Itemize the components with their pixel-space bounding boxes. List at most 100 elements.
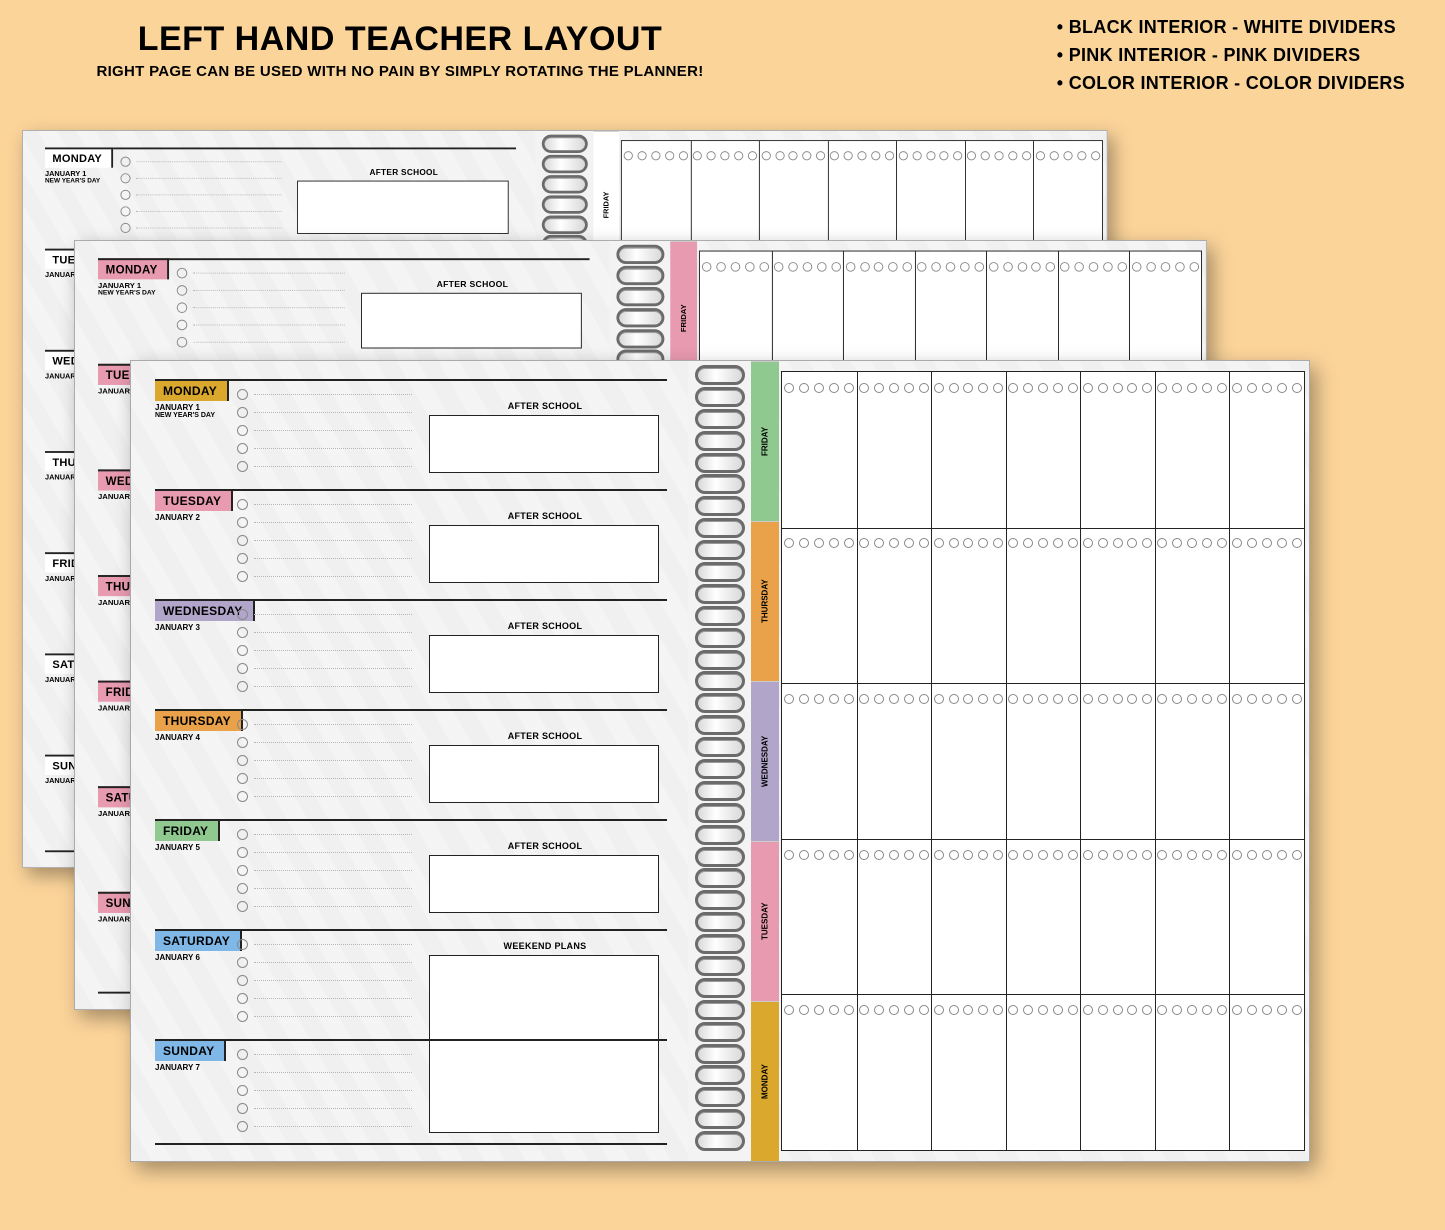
circle-icon bbox=[1172, 850, 1182, 860]
circle-icon bbox=[829, 694, 839, 704]
grid-cell-circles bbox=[1155, 535, 1230, 551]
todo-row bbox=[237, 513, 412, 531]
circle-icon bbox=[844, 151, 853, 160]
grid-cell-circles bbox=[772, 259, 844, 274]
todo-line bbox=[254, 962, 412, 963]
circle-icon bbox=[871, 151, 880, 160]
todo-radio bbox=[120, 156, 130, 166]
circle-icon bbox=[1083, 538, 1093, 548]
todo-line bbox=[254, 540, 412, 541]
circle-icon bbox=[934, 1005, 944, 1015]
circle-icon bbox=[1142, 383, 1152, 393]
todo-row bbox=[237, 531, 412, 549]
circle-icon bbox=[1113, 694, 1123, 704]
grid-cell-circles bbox=[782, 380, 857, 396]
circle-icon bbox=[904, 850, 914, 860]
spiral-coil bbox=[695, 540, 745, 560]
circle-icon bbox=[1113, 538, 1123, 548]
circle-icon bbox=[1202, 383, 1212, 393]
circle-icon bbox=[1187, 850, 1197, 860]
after-school-box bbox=[361, 293, 582, 349]
circle-icon bbox=[953, 151, 962, 160]
todo-radio bbox=[120, 206, 130, 216]
circle-icon bbox=[814, 850, 824, 860]
circle-icon bbox=[1008, 1005, 1018, 1015]
circle-icon bbox=[814, 694, 824, 704]
circle-icon bbox=[679, 151, 688, 160]
todo-row bbox=[177, 281, 345, 298]
grid-col bbox=[857, 372, 858, 1150]
circle-icon bbox=[1127, 1005, 1137, 1015]
day-block: THURSDAYJANUARY 4AFTER SCHOOL bbox=[155, 709, 667, 813]
month-tab: FEBRUARY bbox=[1309, 367, 1310, 437]
circle-icon bbox=[949, 538, 959, 548]
circle-icon bbox=[1127, 850, 1137, 860]
todo-line bbox=[254, 742, 412, 743]
circle-icon bbox=[799, 694, 809, 704]
todo-line bbox=[254, 686, 412, 687]
spiral-coil bbox=[695, 387, 745, 407]
circle-icon bbox=[1217, 850, 1227, 860]
circle-icon bbox=[1292, 538, 1302, 548]
todo-row bbox=[237, 677, 412, 695]
spiral-coil bbox=[695, 781, 745, 801]
circle-icon bbox=[1232, 850, 1242, 860]
todo-radio bbox=[237, 663, 248, 674]
circle-icon bbox=[1022, 151, 1031, 160]
todo-list bbox=[237, 825, 412, 919]
variant-bullets: BLACK INTERIOR - WHITE DIVIDERS PINK INT… bbox=[1057, 14, 1405, 98]
after-school-label: AFTER SCHOOL bbox=[363, 279, 582, 289]
spiral-coil bbox=[695, 650, 745, 670]
day-tab: SATURDAY bbox=[155, 929, 242, 951]
circle-icon bbox=[624, 151, 633, 160]
circle-icon bbox=[844, 538, 854, 548]
todo-radio bbox=[237, 773, 248, 784]
grid-cell-circles bbox=[1155, 1002, 1230, 1018]
spiral-coil bbox=[695, 584, 745, 604]
spiral-coil bbox=[695, 868, 745, 888]
day-tab: THURSDAY bbox=[155, 709, 243, 731]
todo-radio bbox=[237, 719, 248, 730]
circle-icon bbox=[1262, 850, 1272, 860]
todo-radio bbox=[120, 189, 130, 199]
circle-icon bbox=[1202, 538, 1212, 548]
circle-icon bbox=[1142, 694, 1152, 704]
circle-icon bbox=[888, 262, 898, 272]
todo-radio bbox=[237, 1011, 248, 1022]
circle-icon bbox=[963, 850, 973, 860]
circle-icon bbox=[899, 151, 908, 160]
grid-cell-circles bbox=[965, 148, 1034, 163]
circle-icon bbox=[1157, 694, 1167, 704]
spiral-coil bbox=[695, 1022, 745, 1042]
circle-icon bbox=[1075, 262, 1085, 272]
planner-color: MONDAYJANUARY 1NEW YEAR'S DAYAFTER SCHOO… bbox=[130, 360, 1310, 1160]
todo-row bbox=[120, 219, 281, 236]
todo-list bbox=[237, 495, 412, 589]
grid-cell-circles bbox=[1229, 847, 1304, 863]
month-tab: JULY bbox=[1309, 725, 1310, 795]
headline-subtitle: RIGHT PAGE CAN BE USED WITH NO PAIN BY S… bbox=[80, 63, 720, 80]
circle-icon bbox=[1038, 850, 1048, 860]
spiral-coil bbox=[695, 1000, 745, 1020]
todo-line bbox=[254, 944, 412, 945]
circle-icon bbox=[845, 262, 855, 272]
todo-radio bbox=[237, 939, 248, 950]
circle-icon bbox=[1187, 694, 1197, 704]
todo-line bbox=[254, 1072, 412, 1073]
spiral-coil bbox=[695, 890, 745, 910]
circle-icon bbox=[1098, 850, 1108, 860]
todo-row bbox=[237, 971, 412, 989]
spine-day: THURSDAY bbox=[751, 521, 779, 681]
grid-cell-circles bbox=[1155, 691, 1230, 707]
after-school-label: AFTER SCHOOL bbox=[431, 731, 659, 741]
circle-icon bbox=[1023, 694, 1033, 704]
circle-icon bbox=[1083, 1005, 1093, 1015]
grid-cell-circles bbox=[1080, 380, 1155, 396]
circle-icon bbox=[978, 694, 988, 704]
circle-icon bbox=[940, 151, 949, 160]
circle-icon bbox=[1068, 1005, 1078, 1015]
after-school-box bbox=[429, 415, 659, 473]
grid-cell-circles bbox=[931, 535, 1006, 551]
circle-icon bbox=[963, 694, 973, 704]
circle-icon bbox=[993, 850, 1003, 860]
